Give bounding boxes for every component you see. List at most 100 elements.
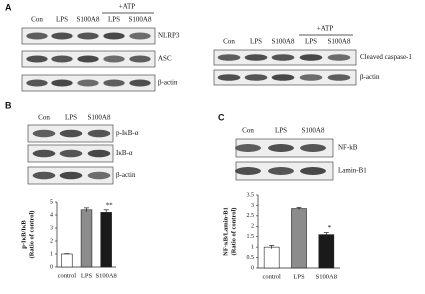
y-axis-label: (Ratio of control) — [230, 208, 237, 256]
y-tick-label: 2 — [251, 224, 254, 230]
panel-label: C — [218, 112, 225, 122]
lane-label: S100A8 — [272, 38, 295, 46]
y-tick-label: 1.5 — [247, 234, 255, 240]
blot-band — [87, 129, 111, 138]
blot-band — [32, 149, 56, 158]
blot-band — [268, 167, 294, 175]
panel-label: A — [5, 2, 12, 12]
blot-band — [59, 171, 83, 180]
y-tick-label: 2 — [50, 238, 53, 244]
y-tick-label: 2.5 — [247, 213, 255, 219]
blot-band — [244, 74, 268, 81]
treatment-label: +ATP — [317, 25, 334, 33]
error-bar — [103, 209, 109, 215]
y-axis-label: (Ratio of control) — [28, 211, 35, 259]
blot-band — [26, 55, 48, 63]
blot-band — [235, 144, 261, 152]
y-tick-label: 4 — [50, 212, 53, 218]
blot-band — [77, 32, 99, 40]
blot-band — [77, 55, 99, 63]
bar — [80, 209, 93, 268]
blot-band — [129, 79, 151, 87]
blot-band — [26, 79, 48, 87]
panel-label: B — [5, 100, 12, 110]
blot-band — [299, 54, 323, 61]
y-tick-label: 3.5 — [247, 192, 255, 198]
blot-band — [300, 144, 326, 152]
y-tick-label: 1 — [251, 245, 254, 251]
blot-band — [51, 32, 73, 40]
error-bar — [84, 207, 89, 212]
y-tick-label: 0 — [50, 264, 53, 270]
lane-label: Con — [38, 114, 50, 122]
blot-band — [129, 32, 151, 40]
lane-label: LPS — [56, 16, 68, 24]
x-tick-label: LPS — [81, 272, 93, 279]
blot-label: NLRP3 — [158, 32, 180, 40]
blot-band — [271, 54, 295, 61]
blot-band — [327, 74, 351, 81]
significance-label: * — [328, 224, 332, 232]
blot-band — [77, 79, 99, 87]
blot-label: ASC — [158, 55, 172, 63]
error-bar — [296, 206, 302, 210]
blot-band — [217, 74, 241, 81]
blot-band — [217, 54, 241, 61]
x-tick-label: control — [262, 273, 281, 280]
x-tick-label: control — [58, 272, 77, 279]
x-tick-label: LPS — [293, 273, 305, 280]
blot-label: β-actin — [116, 171, 136, 179]
blot-band — [32, 171, 56, 180]
blot-band — [51, 79, 73, 87]
blot-label: Cleaved caspase-1 — [360, 53, 412, 61]
blot-label: β-actin — [158, 79, 178, 87]
treatment-label: +ATP — [119, 3, 136, 11]
lane-label: S100A8 — [302, 127, 325, 135]
y-tick-label: 0 — [251, 265, 254, 271]
blot-band — [103, 55, 125, 63]
bar — [291, 208, 307, 269]
blot-band — [32, 129, 56, 138]
blot-band — [103, 79, 125, 87]
lane-label: LPS — [275, 127, 287, 135]
y-tick-label: 0.5 — [247, 255, 255, 261]
blot-label: NF-kB — [338, 144, 358, 152]
error-bar — [269, 245, 275, 249]
blot-band — [87, 171, 111, 180]
y-tick-label: 1 — [50, 251, 53, 257]
error-bar — [64, 253, 70, 255]
lane-label: Con — [223, 38, 235, 46]
y-axis-label: NF-κB/Lamin-B1 — [222, 207, 229, 256]
lane-label: LPS — [305, 38, 317, 46]
lane-label: Con — [31, 16, 43, 24]
y-tick-label: 5 — [50, 199, 53, 205]
y-axis-label: p-IκB/IκB — [20, 220, 27, 249]
blot-label: p-IκB-α — [116, 129, 139, 137]
x-tick-label: S100A8 — [316, 273, 337, 280]
blot-band — [87, 149, 111, 158]
blot-band — [235, 167, 261, 175]
y-tick-label: 3 — [50, 225, 53, 231]
significance-label: ** — [106, 201, 114, 209]
blot-band — [59, 129, 83, 138]
blot-band — [129, 55, 151, 63]
blot-band — [103, 32, 125, 40]
lane-label: LPS — [250, 38, 262, 46]
lane-label: Con — [242, 127, 254, 135]
bar — [263, 246, 280, 269]
blot-band — [51, 55, 73, 63]
blot-band — [327, 54, 351, 61]
blot-band — [300, 167, 326, 175]
lane-label: S100A8 — [88, 114, 111, 122]
error-bar — [323, 232, 329, 237]
blot-band — [268, 144, 294, 152]
lane-label: S100A8 — [77, 16, 100, 24]
blot-band — [59, 149, 83, 158]
blot-band — [299, 74, 323, 81]
lane-label: S100A8 — [328, 38, 351, 46]
blot-band — [244, 54, 268, 61]
lane-label: S100A8 — [129, 16, 152, 24]
bar — [318, 234, 335, 269]
x-tick-label: S100A8 — [96, 272, 117, 279]
